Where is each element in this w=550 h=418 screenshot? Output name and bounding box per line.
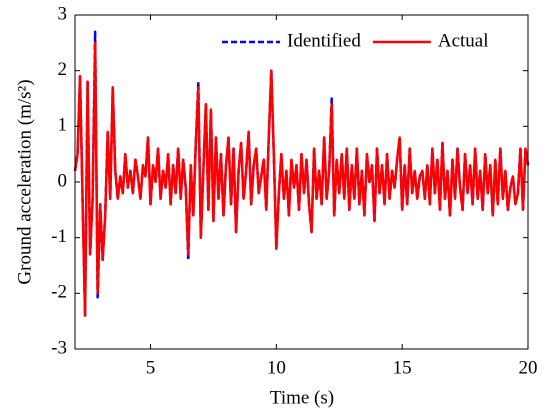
x-tick-label: 10 bbox=[267, 357, 286, 378]
y-tick-label: -3 bbox=[51, 337, 67, 358]
x-tick-label: 20 bbox=[519, 357, 538, 378]
y-tick-label: 2 bbox=[58, 59, 68, 80]
y-tick-label: 0 bbox=[58, 170, 68, 191]
x-tick-label: 5 bbox=[146, 357, 156, 378]
x-axis-label: Time (s) bbox=[270, 387, 334, 408]
y-tick-label: -2 bbox=[51, 282, 67, 303]
legend-label: Identified bbox=[287, 30, 361, 51]
y-tick-label: 3 bbox=[58, 3, 68, 24]
y-tick-label: 1 bbox=[58, 115, 68, 136]
x-tick-label: 15 bbox=[393, 357, 412, 378]
data-line bbox=[73, 41, 530, 317]
legend-label: Actual bbox=[438, 30, 489, 51]
y-axis-label: Ground acceleration (m/s²) bbox=[14, 79, 35, 284]
y-tick-label: -1 bbox=[51, 226, 67, 247]
